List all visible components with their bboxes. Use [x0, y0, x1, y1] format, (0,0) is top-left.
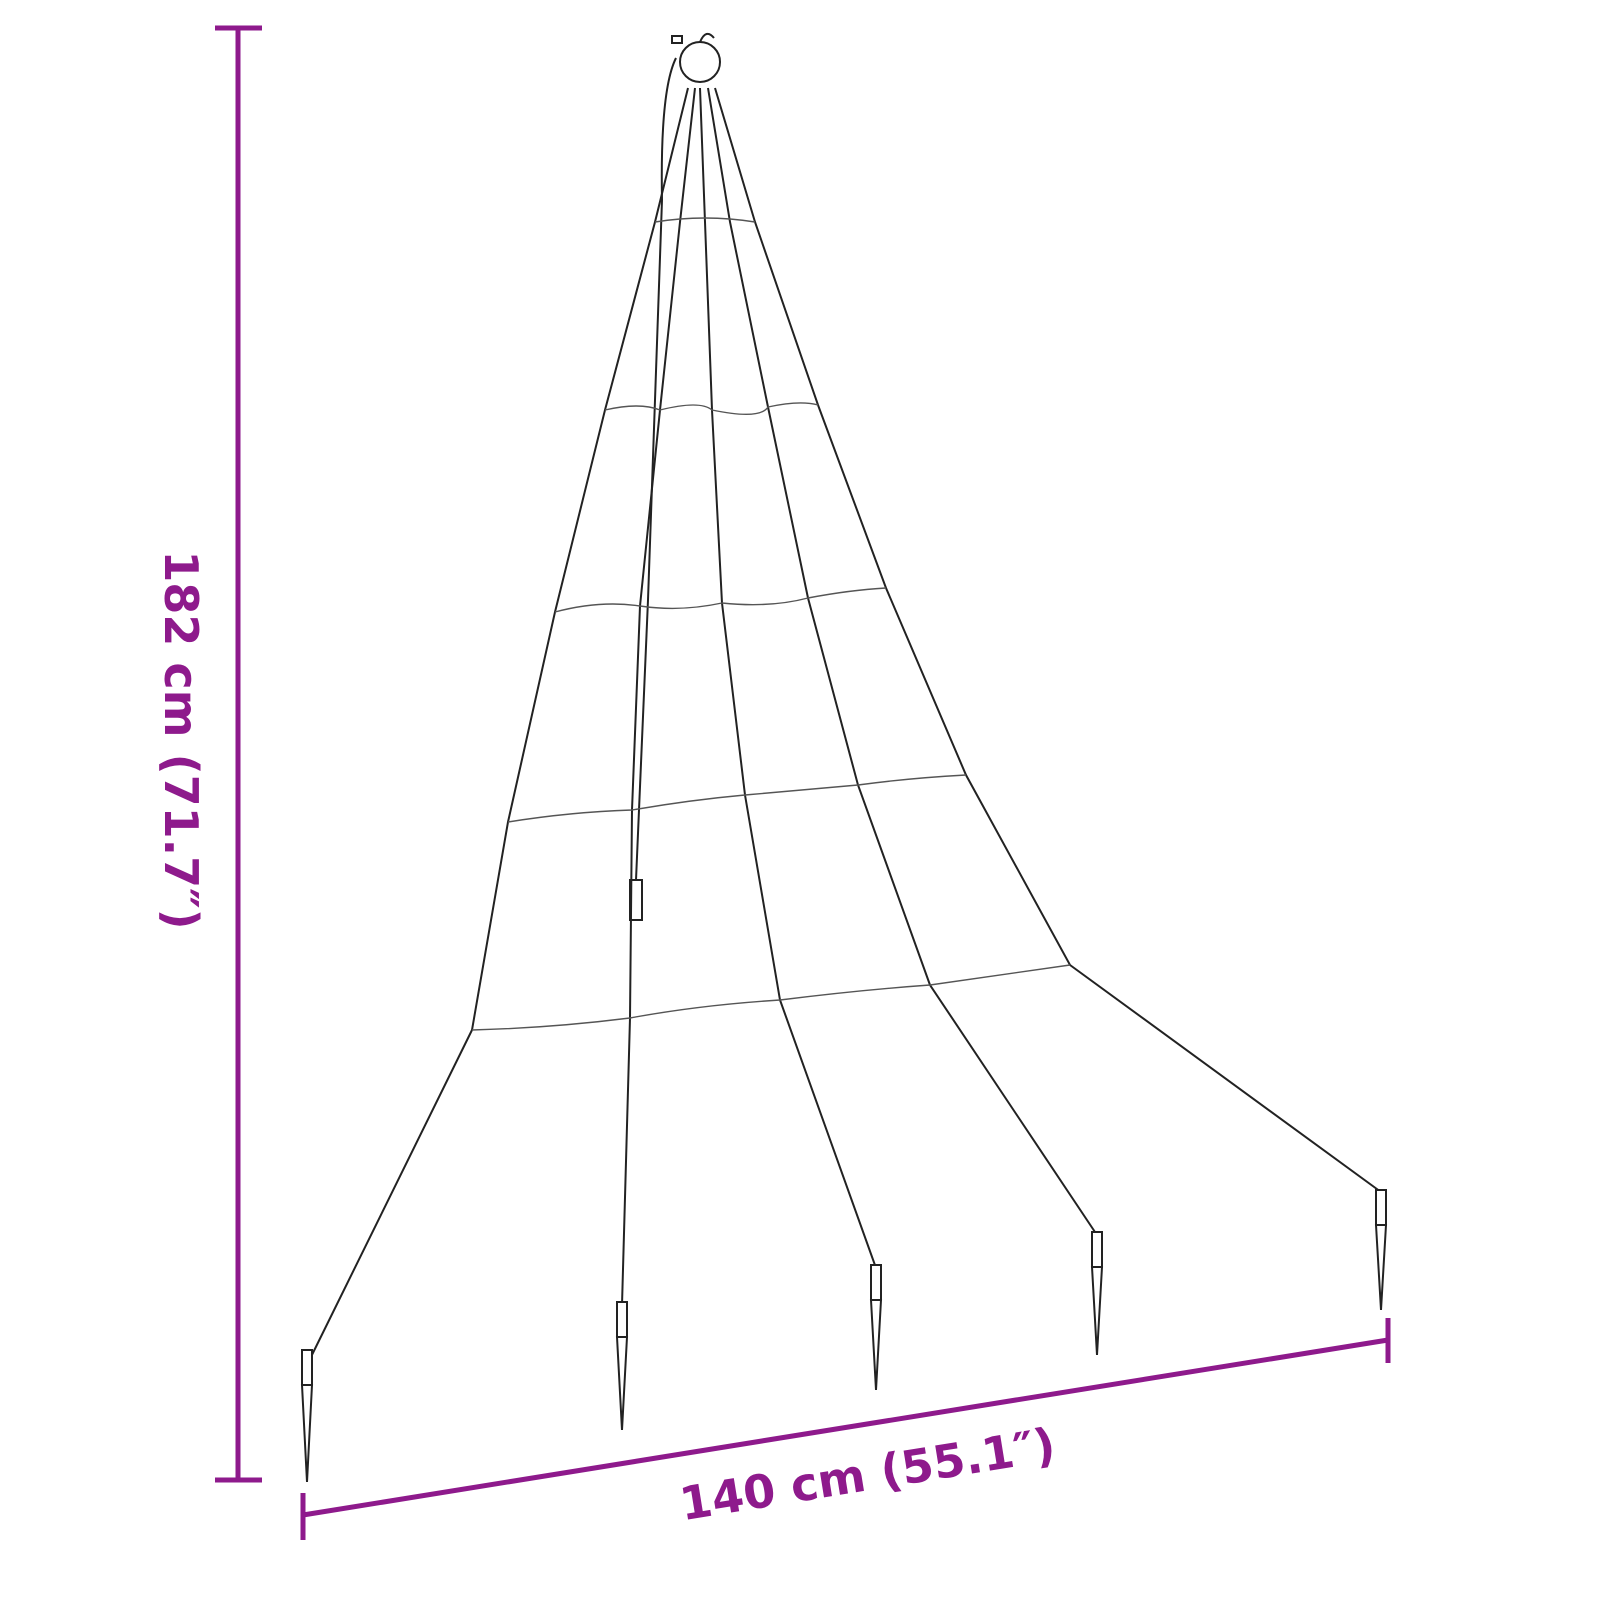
rung-2 [604, 402, 819, 415]
strand-5 [714, 87, 1382, 1193]
height-label: 182 cm (71.7″) [154, 550, 208, 929]
height-dimension: 182 cm (71.7″) [154, 25, 262, 1483]
rung-1 [654, 217, 756, 223]
strand-1 [306, 87, 689, 1366]
stake-5 [1374, 1189, 1388, 1311]
hanging-ring [679, 41, 721, 83]
rung-4 [507, 774, 967, 823]
hook-icon [699, 32, 715, 43]
stake-3 [869, 1264, 883, 1391]
rung-3 [554, 587, 887, 613]
rung-5 [471, 964, 1071, 1031]
controller-box [629, 879, 643, 921]
width-label: 140 cm (55.1″) [676, 1417, 1059, 1531]
strand-2 [621, 87, 696, 1306]
strand-3 [699, 87, 877, 1269]
strand-4 [707, 87, 1098, 1236]
width-dimension: 140 cm (55.1″) [300, 1318, 1391, 1540]
power-cable [635, 57, 677, 881]
width-line [302, 1337, 1389, 1518]
ground-stakes [300, 1189, 1388, 1483]
stake-2 [615, 1301, 629, 1431]
stake-4 [1090, 1231, 1104, 1356]
light-tree [300, 32, 1388, 1483]
stake-1 [300, 1349, 314, 1483]
plug [671, 35, 683, 44]
